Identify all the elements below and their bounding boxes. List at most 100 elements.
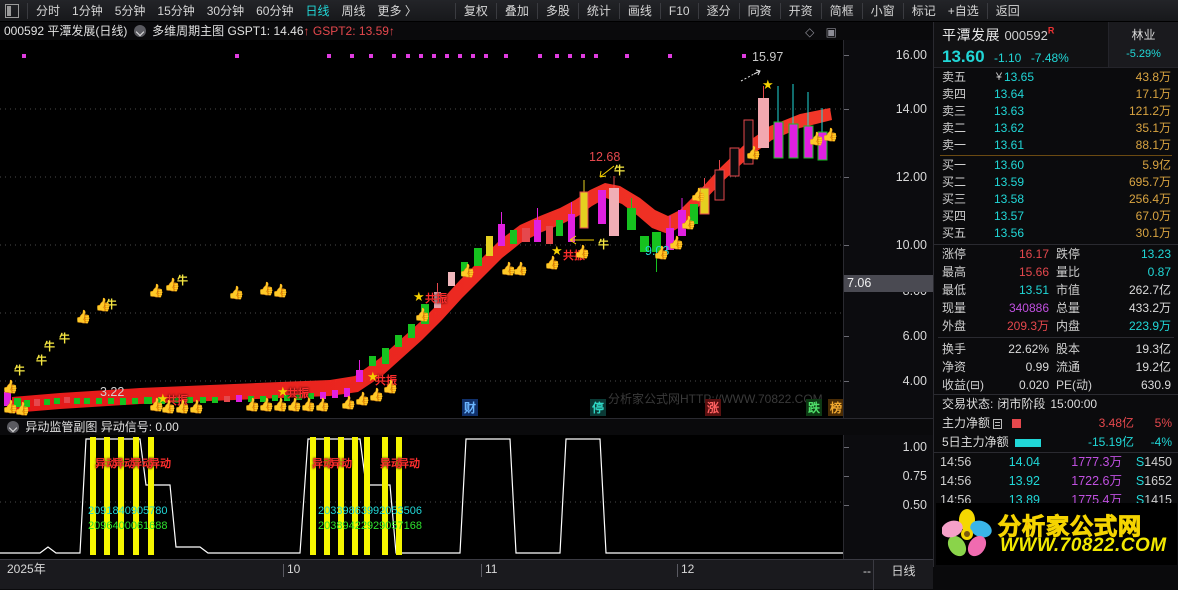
tool-jiankuang[interactable]: 简框: [829, 3, 854, 18]
period-daily[interactable]: 日线: [305, 3, 330, 18]
list-icon[interactable]: [993, 418, 1003, 429]
marker-ting[interactable]: 停: [590, 399, 607, 416]
tool-tongji[interactable]: 统计: [586, 3, 611, 18]
order-book-row[interactable]: 卖一 13.61 88.1万: [934, 137, 1178, 154]
thumb-icon: 👍: [258, 281, 275, 296]
order-book-row[interactable]: 买一 13.60 5.9亿: [934, 157, 1178, 174]
period-more[interactable]: 更多 〉: [377, 3, 417, 18]
tool-zhufen[interactable]: 逐分: [706, 3, 731, 18]
period-30min[interactable]: 30分钟: [206, 3, 245, 18]
tool-return[interactable]: 返回: [995, 3, 1020, 18]
tool-f10[interactable]: F10: [668, 3, 690, 18]
gspt2-label: GSPT2:: [312, 24, 356, 38]
tick-side: S: [1135, 455, 1145, 469]
marker-cai[interactable]: 财: [462, 399, 479, 416]
period-fenshi[interactable]: 分时: [36, 3, 61, 18]
order-book-row[interactable]: 卖三 13.63 121.2万: [934, 103, 1178, 120]
trade-status-block: 交易状态: 闭市阶段 15:00:00 主力净额 3.48亿 5% 5日主力净额…: [934, 394, 1178, 452]
period-1min[interactable]: 1分钟: [72, 3, 103, 18]
price-axis-label: 12.00: [895, 170, 927, 184]
candles-rally: [699, 84, 828, 215]
stat-value: 630.9: [1140, 378, 1171, 392]
gongzhen-marker: 共振: [287, 388, 309, 400]
order-book-row[interactable]: 卖二 13.62 35.1万: [934, 120, 1178, 137]
thumb-icon: 👍: [244, 397, 261, 412]
thumb-icon: 👍: [95, 297, 112, 312]
tick-price: 13.92: [1008, 474, 1040, 488]
level-volume: 30.1万: [1135, 226, 1171, 240]
gongzhen-marker: 共振: [166, 395, 188, 407]
thumb-icon: 👍: [174, 399, 191, 414]
chevron-down-icon[interactable]: [7, 421, 19, 433]
stat-value: 223.9万: [1128, 319, 1171, 333]
panel-icon[interactable]: ▣: [825, 25, 837, 39]
stock-change-pct: -7.48%: [1030, 51, 1069, 65]
sub-axis-label: 0.75: [902, 469, 927, 483]
time-axis-label: 10: [283, 563, 300, 577]
thumb-icon: 👍: [680, 215, 697, 230]
order-book-row[interactable]: 买四 13.57 67.0万: [934, 208, 1178, 225]
sub-value-row-cyan: 2091840905780: [88, 505, 168, 517]
level-label: 买四: [942, 209, 967, 223]
niu-marker: 牛: [59, 333, 70, 345]
tool-tongzi[interactable]: 同资: [747, 3, 772, 18]
tool-add-watchlist[interactable]: +自选: [947, 3, 979, 18]
diamond-icon[interactable]: ◇: [805, 25, 815, 39]
stat-value: 0.020: [1018, 378, 1049, 392]
panel-toggle-icon[interactable]: [5, 3, 19, 18]
time-axis-period[interactable]: 日线: [873, 560, 933, 590]
price-axis-label: 10.00: [895, 238, 927, 252]
niu-marker: 牛: [14, 365, 25, 377]
sub-indicator-chart[interactable]: 异动 异动 异动 异动 异动 异动 异动 异动 2091840905780 20…: [0, 435, 843, 559]
marker-die[interactable]: 跌: [806, 399, 823, 416]
stat-value: 22.62%: [1008, 342, 1049, 356]
stock-price: 13.60: [942, 47, 985, 66]
stat-key: 流通: [1056, 360, 1081, 374]
tool-diejia[interactable]: 叠加: [504, 3, 529, 18]
annotation-arrows: [569, 69, 761, 245]
tool-xiaochuang[interactable]: 小窗: [870, 3, 895, 18]
stat-value: 262.7亿: [1128, 283, 1171, 297]
order-book-row[interactable]: 卖五 ￥ 13.65 43.8万: [934, 69, 1178, 86]
thumb-icon: 👍: [286, 397, 303, 412]
chart-zone: 000592 平潭发展(日线) 多维周期主图 GSPT1: 14.46↑ GSP…: [0, 22, 934, 590]
order-book-row[interactable]: 买二 13.59 695.7万: [934, 174, 1178, 191]
period-15min[interactable]: 15分钟: [157, 3, 195, 18]
indicator-name[interactable]: 多维周期主图: [152, 24, 225, 38]
thumb-icon: 👍: [354, 391, 371, 406]
gspt1-value: 14.46: [273, 24, 304, 38]
chevron-down-icon[interactable]: [133, 25, 146, 37]
order-book-row[interactable]: 买三 13.58 256.4万: [934, 191, 1178, 208]
gspt1-arrow-icon: ↑: [303, 24, 310, 38]
tool-fuquan[interactable]: 复权: [463, 3, 488, 18]
period-60min[interactable]: 60分钟: [256, 3, 294, 18]
level-price: 13.62: [994, 121, 1025, 135]
star-icon: ★: [157, 391, 169, 406]
tool-kaizi[interactable]: 开资: [788, 3, 813, 18]
thumb-icon: 👍: [382, 379, 399, 394]
niu-marker: 牛: [44, 341, 55, 353]
thumb-icon: 👍: [188, 399, 205, 414]
sector-box[interactable]: 林业 -5.29%: [1108, 22, 1178, 67]
sector-change-pct: -5.29%: [1126, 48, 1161, 60]
niu-marker: 牛: [598, 239, 609, 251]
level-volume: 43.8万: [1135, 70, 1171, 84]
main-kline-chart[interactable]: 15.97 12.68 9.03 3.22 牛 牛 牛 牛 牛 牛 牛 牛 共振…: [0, 40, 843, 418]
tool-huaxian[interactable]: 画线: [627, 3, 652, 18]
stat-key: 市值: [1056, 283, 1081, 297]
period-weekly[interactable]: 周线: [341, 3, 366, 18]
tool-biaoji[interactable]: 标记: [911, 3, 936, 18]
tick-time: 14:56: [940, 455, 972, 469]
marker-zhang[interactable]: 涨: [705, 399, 722, 416]
stat-value: 209.3万: [1006, 319, 1049, 333]
sub-indicator-name[interactable]: 异动监管副图: [25, 420, 98, 434]
order-book-row[interactable]: 卖四 13.64 17.1万: [934, 86, 1178, 103]
price-axis[interactable]: 16.00 14.00 12.00 10.00 8.00 7.06 6.00 4…: [843, 40, 934, 418]
tool-duogu[interactable]: 多股: [545, 3, 570, 18]
five-day-net-row: 5日主力净额 -15.19亿 -4%: [934, 433, 1178, 452]
yen-icon: ￥: [994, 72, 1004, 83]
order-book-row[interactable]: 买五 13.56 30.1万: [934, 225, 1178, 242]
marker-bang[interactable]: 榜: [828, 399, 843, 416]
stat-value: 15.66: [1018, 265, 1049, 279]
period-5min[interactable]: 5分钟: [114, 3, 146, 18]
